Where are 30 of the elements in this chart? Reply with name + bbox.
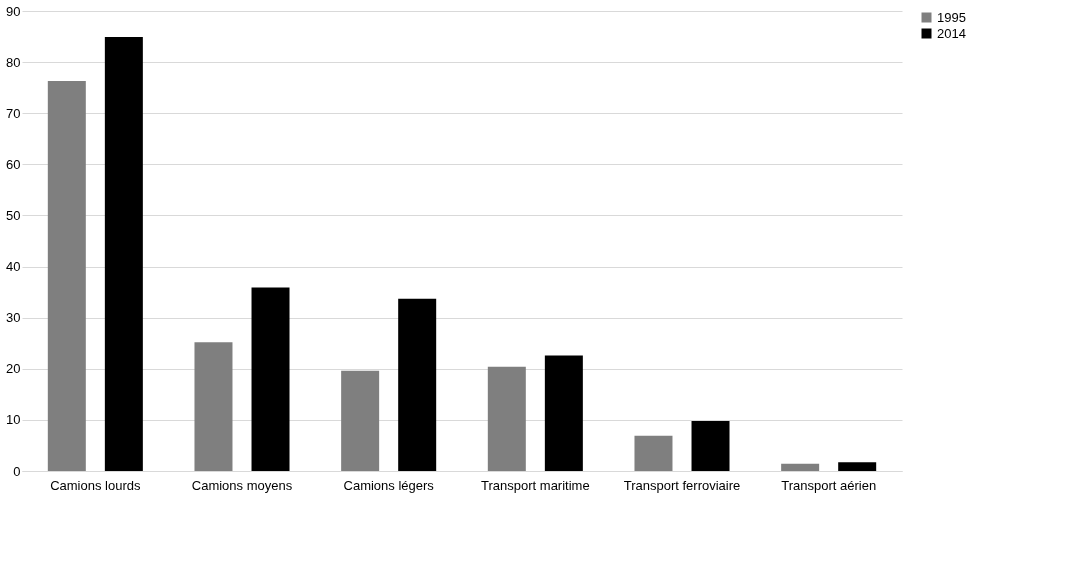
y-tick-label: 10 — [6, 412, 21, 428]
bar — [544, 355, 583, 471]
y-tick-label: 90 — [6, 3, 21, 19]
bar — [838, 462, 877, 471]
bar — [251, 287, 290, 471]
y-tick-label: 50 — [6, 207, 21, 223]
legend-label: 1995 — [937, 9, 966, 25]
y-tick-label: 40 — [6, 259, 21, 275]
y-tick-label: 0 — [13, 463, 21, 479]
bar — [398, 298, 437, 471]
y-tick-label: 70 — [6, 105, 21, 121]
x-tick-label: Camions lourds — [50, 477, 141, 493]
bar — [194, 342, 233, 471]
bar — [487, 366, 526, 471]
x-tick-label: Transport maritime — [481, 477, 590, 493]
x-tick-label: Transport aérien — [781, 477, 877, 493]
y-tick-label: 20 — [6, 361, 21, 377]
bar — [104, 37, 143, 471]
y-tick-label: 80 — [6, 54, 21, 70]
x-tick-label: Transport ferroviaire — [623, 477, 741, 493]
bar — [47, 81, 86, 471]
y-tick-label: 60 — [6, 156, 21, 172]
y-tick-label: 30 — [6, 310, 21, 326]
bar — [781, 463, 820, 471]
bar — [341, 370, 380, 471]
bar — [634, 435, 673, 471]
bar — [691, 420, 730, 471]
legend-label: 2014 — [937, 25, 966, 41]
x-tick-label: Camions légers — [343, 477, 435, 493]
x-tick-label: Camions moyens — [191, 477, 293, 493]
